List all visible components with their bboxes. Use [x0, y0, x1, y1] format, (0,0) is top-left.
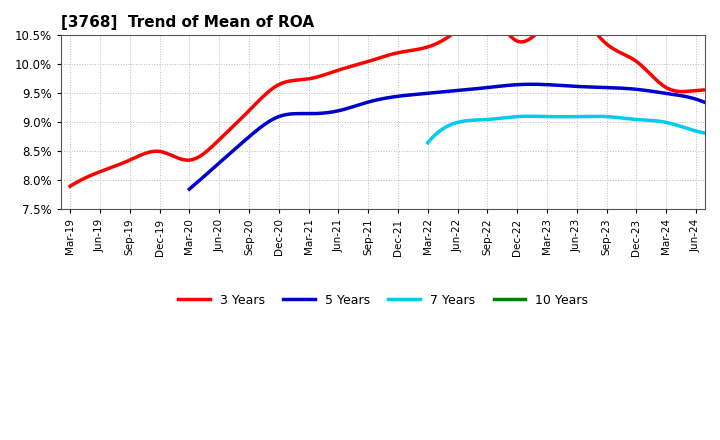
- 7 Years: [425, 139, 433, 144]
- 5 Years: [521, 82, 529, 87]
- 7 Years: [695, 129, 703, 135]
- Legend: 3 Years, 5 Years, 7 Years, 10 Years: 3 Years, 5 Years, 7 Years, 10 Years: [174, 289, 593, 312]
- 7 Years: [423, 140, 432, 145]
- Line: 5 Years: 5 Years: [189, 84, 720, 189]
- 3 Years: [524, 37, 533, 42]
- Line: 3 Years: 3 Years: [70, 11, 720, 186]
- 5 Years: [701, 99, 709, 105]
- 7 Years: [675, 124, 684, 129]
- 5 Years: [522, 82, 531, 87]
- 3 Years: [66, 183, 74, 189]
- Text: [3768]  Trend of Mean of ROA: [3768] Trend of Mean of ROA: [61, 15, 314, 30]
- 7 Years: [524, 114, 533, 119]
- 3 Years: [696, 88, 705, 93]
- 3 Years: [512, 38, 521, 43]
- 7 Years: [607, 114, 616, 120]
- 3 Years: [510, 37, 518, 42]
- 7 Years: [601, 114, 610, 119]
- 5 Years: [665, 91, 673, 96]
- 5 Years: [534, 82, 542, 87]
- Line: 7 Years: 7 Years: [428, 116, 720, 143]
- 3 Years: [480, 9, 488, 14]
- 5 Years: [185, 187, 194, 192]
- 3 Years: [68, 182, 77, 187]
- 7 Years: [602, 114, 611, 119]
- 5 Years: [187, 185, 196, 190]
- 5 Years: [526, 82, 534, 87]
